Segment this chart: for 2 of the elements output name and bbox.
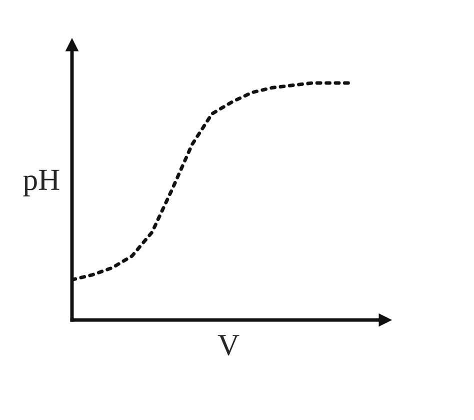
y-axis-title: pH bbox=[23, 170, 60, 196]
x-axis-title: V bbox=[218, 335, 240, 356]
